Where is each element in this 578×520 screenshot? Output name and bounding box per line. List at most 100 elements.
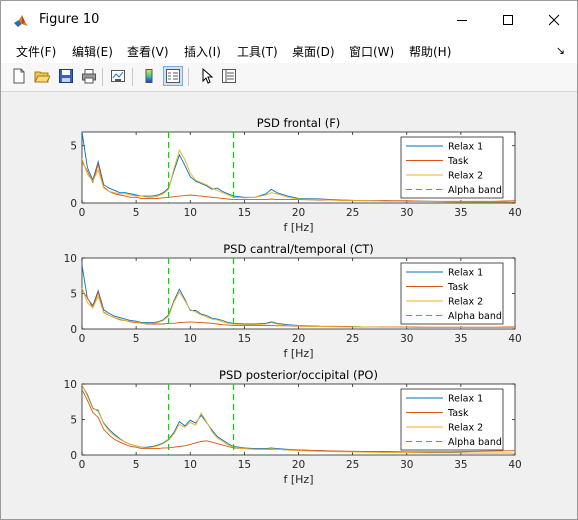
legend-label: Relax 1	[448, 394, 483, 405]
legend-label: Task	[447, 408, 469, 419]
x-tick-label: 20	[292, 207, 305, 219]
plot-title: PSD cantral/temporal (CT)	[223, 242, 374, 256]
x-tick-label: 25	[346, 459, 359, 471]
menu-file[interactable]: 文件(F)	[16, 45, 57, 59]
x-tick-label: 5	[133, 333, 140, 345]
y-tick-label: 10	[64, 253, 77, 265]
series-line-3	[81, 287, 515, 329]
series-line-3	[81, 149, 515, 203]
x-tick-label: 15	[238, 207, 251, 219]
maximize-icon	[503, 15, 513, 25]
minimize-icon	[457, 20, 467, 21]
new-figure-icon	[13, 68, 25, 84]
x-tick-label: 20	[292, 459, 305, 471]
series-line-2	[81, 389, 516, 453]
legend[interactable]: Relax 1 Task Relax 2 Alpha band	[400, 388, 504, 451]
series-line-3	[81, 384, 515, 454]
figure-toolbar	[1, 63, 577, 92]
menu-tools[interactable]: 工具(T)	[237, 45, 278, 59]
y-tick-label: 5	[70, 141, 77, 153]
new-figure-button[interactable]	[9, 66, 29, 86]
x-tick-label: 35	[454, 207, 467, 219]
menu-view[interactable]: 查看(V)	[127, 45, 169, 59]
colorbar-button[interactable]	[139, 66, 159, 86]
y-tick-label: 0	[70, 198, 77, 210]
menu-desktop[interactable]: 桌面(D)	[292, 45, 335, 59]
legend-label: Task	[447, 156, 469, 167]
legend-label: Relax 2	[448, 297, 483, 308]
y-tick-label: 10	[64, 379, 77, 391]
legend-label: Relax 2	[448, 423, 483, 434]
pointer-button[interactable]	[197, 66, 217, 86]
save-icon	[59, 69, 73, 83]
x-tick-label: 15	[238, 333, 251, 345]
x-tick-label: 10	[184, 459, 197, 471]
psd-subplot[interactable]: PSD posterior/occipital (PO) 0 5 10 15 20 25 30…	[64, 368, 522, 486]
x-axis-label: f [Hz]	[284, 221, 314, 234]
x-tick-label: 20	[292, 333, 305, 345]
x-tick-label: 40	[508, 333, 521, 345]
toolbar-separator	[188, 68, 189, 86]
x-tick-label: 25	[346, 333, 359, 345]
open-file-button[interactable]	[32, 66, 52, 86]
menu-help[interactable]: 帮助(H)	[409, 45, 452, 59]
window-title: Figure 10	[39, 12, 100, 27]
toolbar-separator	[102, 68, 103, 86]
x-tick-label: 30	[400, 207, 413, 219]
open-file-icon	[34, 71, 50, 83]
menu-insert[interactable]: 插入(I)	[184, 45, 221, 59]
x-tick-label: 35	[454, 459, 467, 471]
matlab-icon	[13, 13, 29, 29]
legend-label: Alpha band	[448, 185, 502, 196]
menu-bar: 文件(F) 编辑(E) 查看(V) 插入(I) 工具(T) 桌面(D) 窗口(W…	[1, 39, 577, 63]
property-editor-button[interactable]	[219, 66, 239, 86]
menu-edit[interactable]: 编辑(E)	[72, 45, 113, 59]
close-icon	[548, 14, 560, 26]
legend-icon	[166, 69, 180, 83]
print-button[interactable]	[79, 66, 99, 86]
x-tick-label: 5	[133, 207, 140, 219]
y-tick-label: 0	[70, 324, 77, 336]
legend[interactable]: Relax 1 Task Relax 2 Alpha band	[400, 136, 504, 199]
title-bar: Figure 10	[1, 1, 577, 39]
plot-title: PSD frontal (F)	[257, 116, 341, 130]
x-tick-label: 40	[508, 459, 521, 471]
legend-label: Relax 1	[448, 268, 483, 279]
x-tick-label: 25	[346, 207, 359, 219]
legend[interactable]: Relax 1 Task Relax 2 Alpha band	[400, 262, 504, 325]
legend-box	[400, 262, 504, 325]
dock-arrow-icon[interactable]: ↘	[555, 44, 565, 57]
legend-box	[400, 388, 504, 451]
print-icon	[82, 69, 96, 84]
plot-canvas[interactable]: PSD frontal (F) 0 5 10 15 20 25 30 35 40 0 5 f [Hz] R…	[1, 92, 577, 519]
x-tick-label: 5	[133, 459, 140, 471]
x-axis-label: f [Hz]	[284, 347, 314, 360]
legend-label: Task	[447, 282, 469, 293]
x-tick-label: 15	[238, 459, 251, 471]
maximize-button[interactable]	[485, 1, 531, 39]
colorbar-icon	[145, 69, 153, 83]
legend-label: Alpha band	[448, 437, 502, 448]
x-tick-label: 30	[400, 459, 413, 471]
legend-label: Relax 2	[448, 171, 483, 182]
legend-label: Alpha band	[448, 311, 502, 322]
x-tick-label: 0	[79, 333, 86, 345]
menu-window[interactable]: 窗口(W)	[349, 45, 395, 59]
legend-button[interactable]	[163, 66, 183, 86]
x-tick-label: 0	[79, 207, 86, 219]
x-tick-label: 30	[400, 333, 413, 345]
minimize-button[interactable]	[439, 1, 485, 39]
close-button[interactable]	[531, 1, 577, 39]
pointer-icon	[202, 68, 214, 84]
y-tick-label: 5	[70, 415, 77, 427]
link-plot-button[interactable]	[108, 66, 128, 86]
link-plot-icon	[111, 70, 125, 82]
legend-label: Relax 1	[448, 142, 483, 153]
property-editor-icon	[222, 69, 236, 83]
x-axis-label: f [Hz]	[284, 473, 314, 486]
psd-subplot[interactable]: PSD cantral/temporal (CT) 0 5 10 15 20 25 30 35 4…	[64, 242, 522, 360]
psd-subplot[interactable]: PSD frontal (F) 0 5 10 15 20 25 30 35 40 0 5 f [Hz] R…	[70, 116, 521, 234]
x-tick-label: 10	[184, 333, 197, 345]
save-button[interactable]	[56, 66, 76, 86]
